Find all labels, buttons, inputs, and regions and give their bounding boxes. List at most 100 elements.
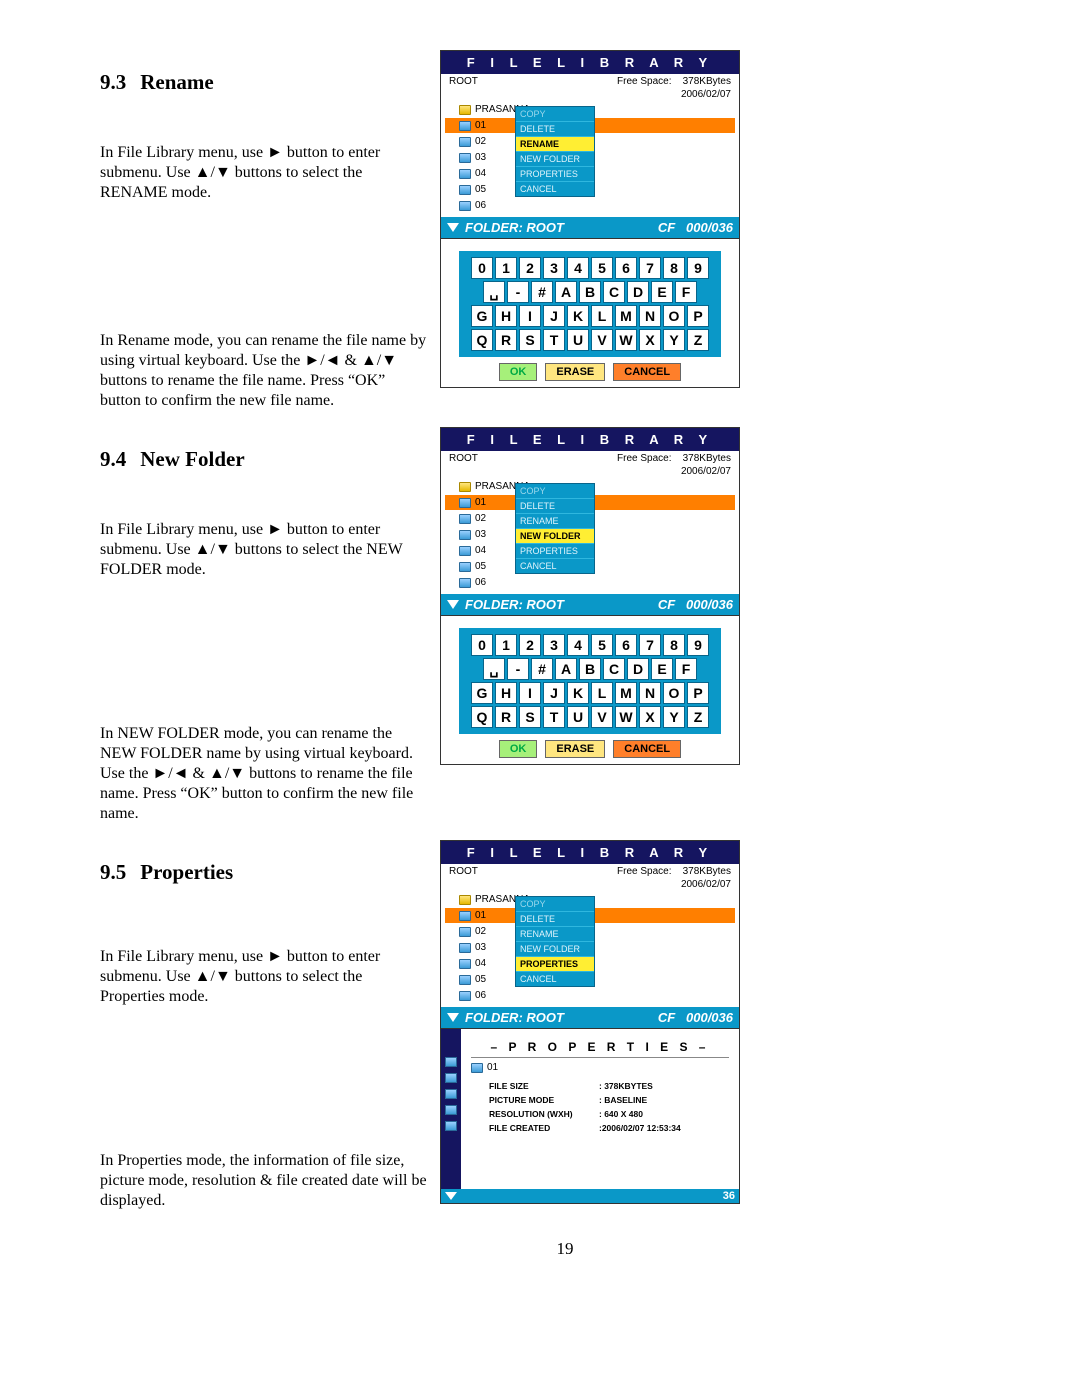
ok-button[interactable]: OK [499, 363, 538, 381]
kb-key[interactable]: U [567, 706, 589, 728]
kb-key[interactable]: P [687, 305, 709, 327]
cancel-button[interactable]: CANCEL [613, 363, 681, 381]
kb-key[interactable]: Q [471, 329, 493, 351]
file-row[interactable]: 06 [445, 575, 735, 590]
kb-key[interactable]: V [591, 329, 613, 351]
kb-key[interactable]: 1 [495, 634, 517, 656]
kb-key[interactable]: # [531, 281, 553, 303]
kb-key[interactable]: K [567, 305, 589, 327]
kb-key[interactable]: E [651, 658, 673, 680]
kb-key[interactable]: A [555, 281, 577, 303]
kb-key[interactable]: V [591, 706, 613, 728]
kb-key[interactable]: O [663, 305, 685, 327]
file-row[interactable]: 06 [445, 198, 735, 213]
kb-key[interactable]: J [543, 682, 565, 704]
kb-key[interactable]: 2 [519, 634, 541, 656]
ctx-properties[interactable]: PROPERTIES [516, 167, 594, 182]
kb-key[interactable]: 3 [543, 634, 565, 656]
ctx-rename[interactable]: RENAME [516, 927, 594, 942]
ctx-delete[interactable]: DELETE [516, 122, 594, 137]
kb-key[interactable]: # [531, 658, 553, 680]
kb-key-space[interactable]: ␣ [483, 281, 505, 303]
kb-key[interactable]: I [519, 682, 541, 704]
ctx-cancel[interactable]: CANCEL [516, 559, 594, 573]
ctx-rename[interactable]: RENAME [516, 514, 594, 529]
kb-key[interactable]: L [591, 305, 613, 327]
ctx-properties[interactable]: PROPERTIES [516, 544, 594, 559]
ok-button[interactable]: OK [499, 740, 538, 758]
ctx-rename[interactable]: RENAME [516, 137, 594, 152]
kb-key[interactable]: I [519, 305, 541, 327]
ctx-delete[interactable]: DELETE [516, 912, 594, 927]
kb-key[interactable]: - [507, 281, 529, 303]
kb-key[interactable]: G [471, 305, 493, 327]
kb-key[interactable]: H [495, 682, 517, 704]
kb-key[interactable]: Y [663, 706, 685, 728]
kb-key[interactable]: 5 [591, 634, 613, 656]
kb-key[interactable]: X [639, 329, 661, 351]
kb-key[interactable]: 9 [687, 257, 709, 279]
kb-key[interactable]: 7 [639, 634, 661, 656]
kb-key[interactable]: E [651, 281, 673, 303]
ctx-new-folder[interactable]: NEW FOLDER [516, 152, 594, 167]
file-row[interactable]: 06 [445, 988, 735, 1003]
kb-key[interactable]: N [639, 305, 661, 327]
ctx-cancel[interactable]: CANCEL [516, 972, 594, 986]
kb-key[interactable]: C [603, 281, 625, 303]
kb-key[interactable]: T [543, 706, 565, 728]
kb-key[interactable]: 6 [615, 634, 637, 656]
kb-key[interactable]: 6 [615, 257, 637, 279]
erase-button[interactable]: ERASE [545, 363, 605, 381]
kb-key[interactable]: 7 [639, 257, 661, 279]
kb-key[interactable]: L [591, 682, 613, 704]
kb-key[interactable]: S [519, 706, 541, 728]
kb-key[interactable]: G [471, 682, 493, 704]
kb-key[interactable]: S [519, 329, 541, 351]
kb-key[interactable]: C [603, 658, 625, 680]
kb-key[interactable]: W [615, 329, 637, 351]
kb-key[interactable]: 0 [471, 634, 493, 656]
kb-key[interactable]: K [567, 682, 589, 704]
kb-key[interactable]: 1 [495, 257, 517, 279]
kb-key[interactable]: 8 [663, 257, 685, 279]
kb-key[interactable]: 8 [663, 634, 685, 656]
kb-key[interactable]: R [495, 706, 517, 728]
ctx-properties[interactable]: PROPERTIES [516, 957, 594, 972]
ctx-copy[interactable]: COPY [516, 107, 594, 122]
kb-key[interactable]: J [543, 305, 565, 327]
kb-key-space[interactable]: ␣ [483, 658, 505, 680]
kb-key[interactable]: F [675, 658, 697, 680]
kb-key[interactable]: O [663, 682, 685, 704]
kb-key[interactable]: D [627, 658, 649, 680]
kb-key[interactable]: W [615, 706, 637, 728]
kb-key[interactable]: 9 [687, 634, 709, 656]
kb-key[interactable]: P [687, 682, 709, 704]
kb-key[interactable]: 2 [519, 257, 541, 279]
kb-key[interactable]: 3 [543, 257, 565, 279]
cancel-button[interactable]: CANCEL [613, 740, 681, 758]
kb-key[interactable]: Q [471, 706, 493, 728]
ctx-copy[interactable]: COPY [516, 897, 594, 912]
kb-key[interactable]: 5 [591, 257, 613, 279]
kb-key[interactable]: Y [663, 329, 685, 351]
ctx-new-folder[interactable]: NEW FOLDER [516, 942, 594, 957]
kb-key[interactable]: B [579, 658, 601, 680]
ctx-new-folder[interactable]: NEW FOLDER [516, 529, 594, 544]
kb-key[interactable]: H [495, 305, 517, 327]
kb-key[interactable]: 4 [567, 634, 589, 656]
kb-key[interactable]: R [495, 329, 517, 351]
erase-button[interactable]: ERASE [545, 740, 605, 758]
kb-key[interactable]: T [543, 329, 565, 351]
ctx-cancel[interactable]: CANCEL [516, 182, 594, 196]
kb-key[interactable]: Z [687, 329, 709, 351]
kb-key[interactable]: F [675, 281, 697, 303]
kb-key[interactable]: M [615, 682, 637, 704]
kb-key[interactable]: D [627, 281, 649, 303]
kb-key[interactable]: Z [687, 706, 709, 728]
ctx-delete[interactable]: DELETE [516, 499, 594, 514]
ctx-copy[interactable]: COPY [516, 484, 594, 499]
kb-key[interactable]: U [567, 329, 589, 351]
kb-key[interactable]: B [579, 281, 601, 303]
kb-key[interactable]: - [507, 658, 529, 680]
kb-key[interactable]: X [639, 706, 661, 728]
